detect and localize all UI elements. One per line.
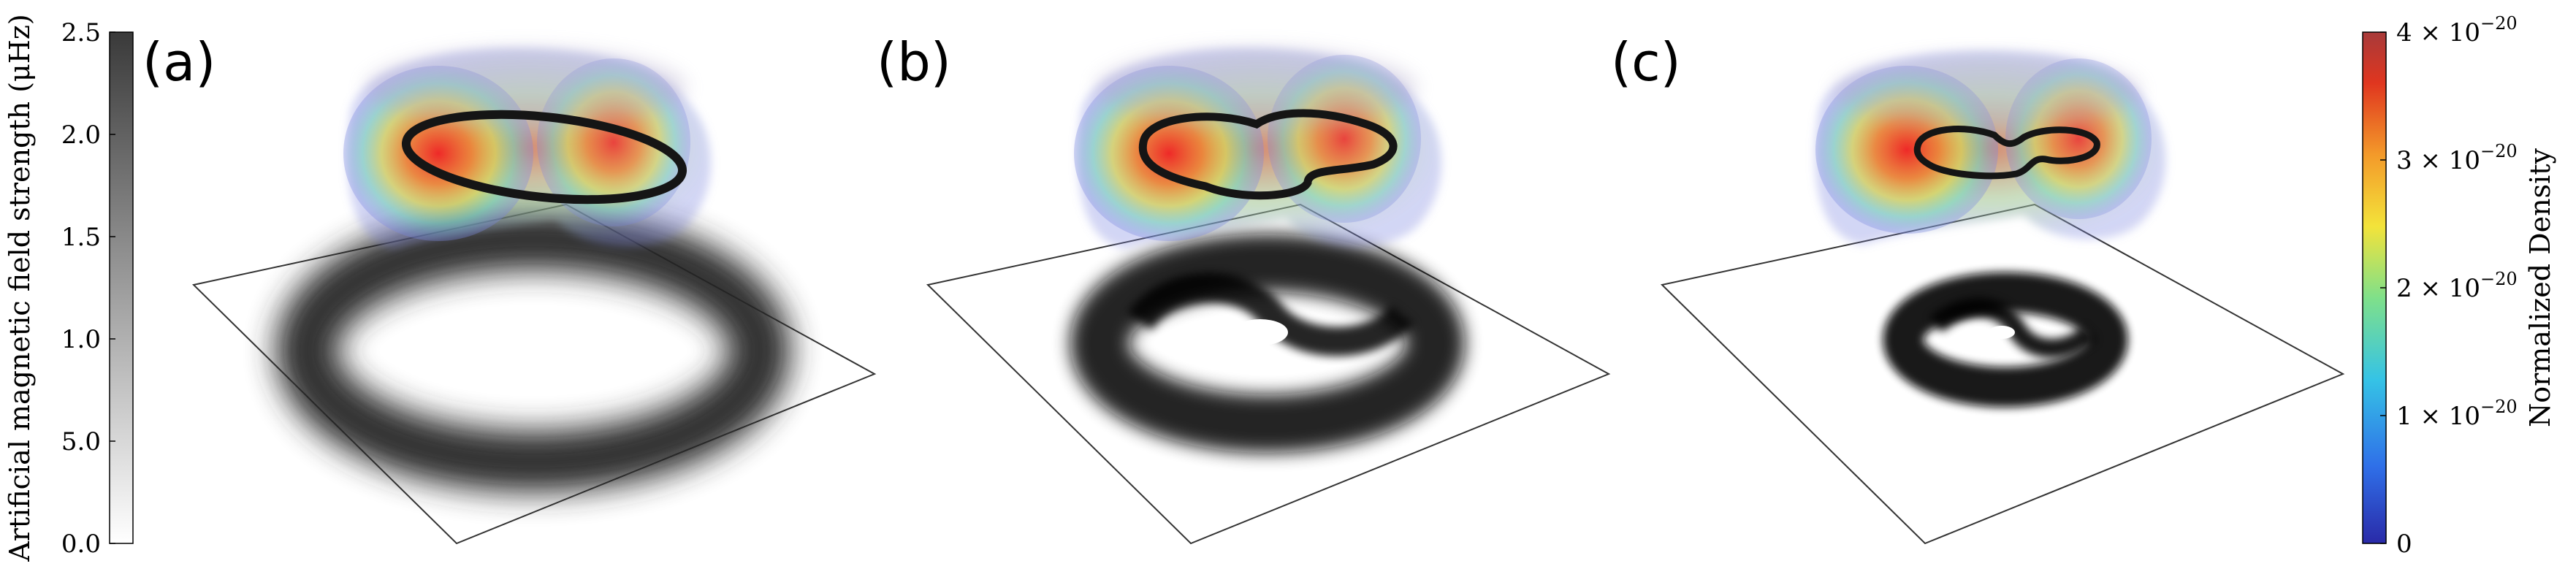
- left-colorbar-tick-label: 5.0: [61, 427, 101, 456]
- left-colorbar: 0.0 5.0 1.0 1.5 2.0 2.5 Artificial magnetic f…: [4, 14, 134, 562]
- density-torus: [1815, 50, 2166, 245]
- vortex-line: [401, 110, 687, 205]
- panel-b: (b): [877, 31, 1611, 545]
- projected-density-swirl: [1883, 272, 2128, 408]
- core-marker: [1232, 319, 1288, 345]
- right-colorbar: 0 1 × 10−20 2 × 10−20 3 × 10−20 4 × 10−20 No…: [2362, 13, 2556, 559]
- core-marker: [515, 326, 544, 339]
- projected-density-swirl: [1070, 234, 1465, 453]
- vortex-line: [1138, 109, 1398, 200]
- panel-label: (c): [1611, 31, 1681, 93]
- right-colorbar-tick-label: 3 × 10−20: [2396, 141, 2518, 175]
- panel-c: (c): [1611, 31, 2345, 545]
- right-colorbar-tick-label: 0: [2396, 530, 2412, 559]
- right-colorbar-title: Normalized Density: [2524, 148, 2556, 427]
- left-colorbar-tick-label: 2.0: [61, 121, 101, 150]
- core-marker: [1989, 326, 2015, 339]
- vortex-line: [1913, 126, 2100, 180]
- right-colorbar-ticks: 0 1 × 10−20 2 × 10−20 3 × 10−20 4 × 10−20: [2380, 13, 2518, 559]
- left-colorbar-ticks: 0.0 5.0 1.0 1.5 2.0 2.5: [61, 18, 115, 559]
- left-colorbar-title: Artificial magnetic field strength (μHz): [4, 14, 36, 562]
- right-colorbar-tick-label: 1 × 10−20: [2396, 397, 2518, 431]
- left-colorbar-tick-label: 1.5: [61, 223, 101, 252]
- panel-a: (a): [142, 31, 877, 545]
- panel-label: (a): [142, 31, 216, 93]
- left-colorbar-tick-label: 0.0: [61, 530, 101, 559]
- panel-label: (b): [877, 31, 951, 93]
- projected-density-ring: [274, 207, 793, 494]
- left-colorbar-tick-label: 1.0: [61, 325, 101, 354]
- left-colorbar-tick-label: 2.5: [61, 18, 101, 47]
- right-colorbar-tick-label: 2 × 10−20: [2396, 269, 2518, 303]
- right-colorbar-tick-label: 4 × 10−20: [2396, 13, 2518, 47]
- left-colorbar-gradient: [109, 31, 134, 544]
- density-torus: [1074, 47, 1442, 248]
